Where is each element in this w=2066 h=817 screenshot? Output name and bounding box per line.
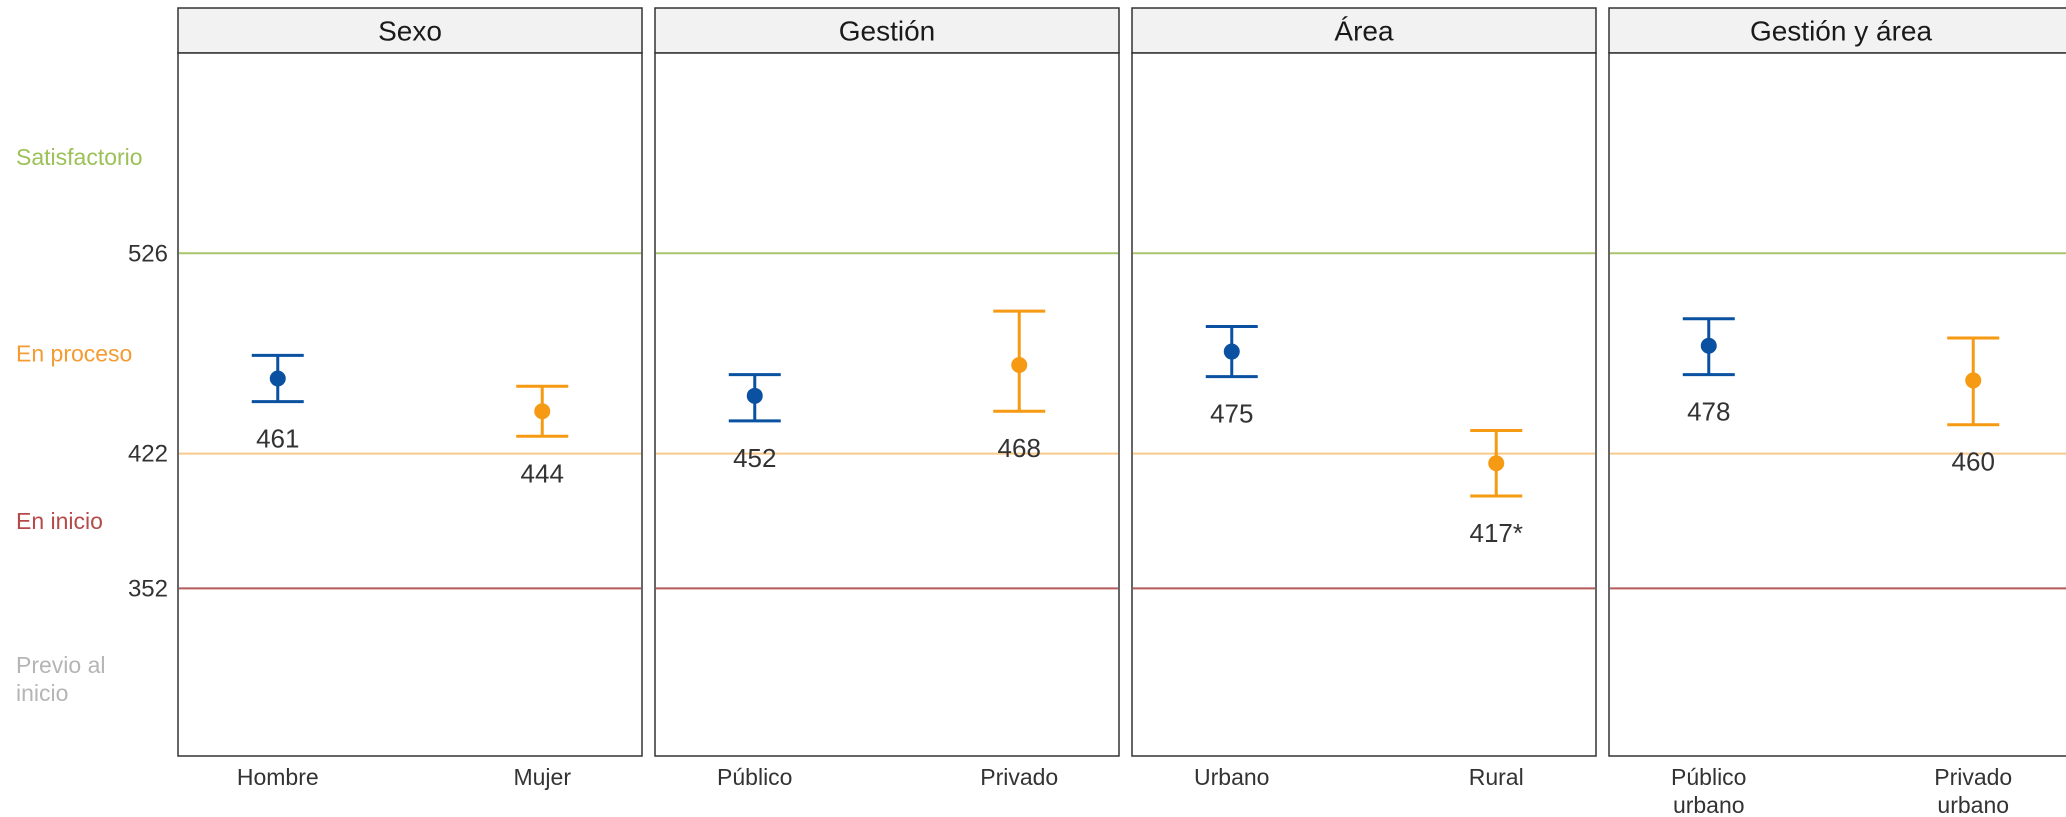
facet-header-0 xyxy=(177,7,643,54)
facet-title-3: Gestión y área xyxy=(1750,16,1933,47)
level-label-0: Satisfactorio xyxy=(16,144,143,170)
facet-frame-3 xyxy=(1608,52,2066,757)
facet-panel-3: Gestión y área478Públicourbano460Privado… xyxy=(1608,7,2066,817)
x-tick-label-0-1: Mujer xyxy=(513,764,571,790)
facet-panel-1: Gestión 452 Público 468 Privado xyxy=(654,7,1120,790)
data-point-3-0: 478 xyxy=(1682,317,1735,427)
data-label-3-0: 478 xyxy=(1687,397,1730,427)
level-label-3-line-1: inicio xyxy=(16,680,68,706)
facet-header-2 xyxy=(1131,7,1597,54)
x-tick-label-2-1: Rural xyxy=(1469,764,1524,790)
data-label-0-1: 444 xyxy=(521,458,564,488)
level-label-3-line-0: Previo al xyxy=(16,652,105,678)
data-point-0-0: 461 xyxy=(251,353,304,454)
data-label-2-1: 417* xyxy=(1469,518,1523,548)
point-marker-1-1 xyxy=(1011,357,1028,374)
facet-header-3 xyxy=(1608,7,2066,54)
x-tick-label-2-0: Urbano xyxy=(1194,764,1269,790)
facet-panel-2: Área 475 Urbano 417* Rural xyxy=(1131,7,1597,790)
facet-panel-0: Sexo 461 Hombre 444 Mujer xyxy=(177,7,643,790)
data-point-3-1: 460 xyxy=(1947,336,2000,477)
facet-frame-1 xyxy=(654,52,1120,757)
y-tick-label-0: 526 xyxy=(128,240,168,267)
data-label-1-1: 468 xyxy=(998,433,1041,463)
facet-title-1: Gestión xyxy=(839,16,936,47)
facet-header-1 xyxy=(654,7,1120,54)
data-label-2-0: 475 xyxy=(1210,399,1253,429)
point-marker-0-0 xyxy=(269,370,286,387)
point-marker-1-0 xyxy=(746,387,763,404)
x-tick-label-3-0-line-0: Público xyxy=(1671,764,1746,790)
data-point-2-0: 475 xyxy=(1205,324,1258,429)
data-label-1-0: 452 xyxy=(733,443,776,473)
level-label-2: En inicio xyxy=(16,508,103,534)
x-tick-label-0-0: Hombre xyxy=(237,764,319,790)
data-point-1-0: 452 xyxy=(728,373,781,473)
point-marker-0-1 xyxy=(534,403,551,420)
facet-title-0: Sexo xyxy=(378,16,442,47)
facet-title-2: Área xyxy=(1334,16,1394,47)
point-marker-2-0 xyxy=(1223,343,1240,360)
facet-frame-2 xyxy=(1131,52,1597,757)
data-label-0-0: 461 xyxy=(256,424,299,454)
facet-frame-0 xyxy=(177,52,643,757)
x-tick-label-1-0: Público xyxy=(717,764,792,790)
data-point-0-1: 444 xyxy=(516,384,569,488)
y-tick-label-1: 422 xyxy=(128,441,168,468)
point-marker-3-0 xyxy=(1700,337,1717,354)
x-tick-label-3-1-line-0: Privado xyxy=(1934,764,2012,790)
x-tick-label-3-0-line-1: urbano xyxy=(1673,792,1745,817)
data-point-2-1: 417* xyxy=(1469,429,1523,548)
y-tick-label-2: 352 xyxy=(128,575,168,602)
level-label-1: En proceso xyxy=(16,340,132,366)
x-tick-label-3-1-line-1: urbano xyxy=(1937,792,2009,817)
data-point-1-1: 468 xyxy=(993,309,1046,463)
point-marker-3-1 xyxy=(1965,372,1982,389)
data-label-3-1: 460 xyxy=(1952,447,1995,477)
x-tick-label-1-1: Privado xyxy=(980,764,1058,790)
point-marker-2-1 xyxy=(1488,455,1505,472)
